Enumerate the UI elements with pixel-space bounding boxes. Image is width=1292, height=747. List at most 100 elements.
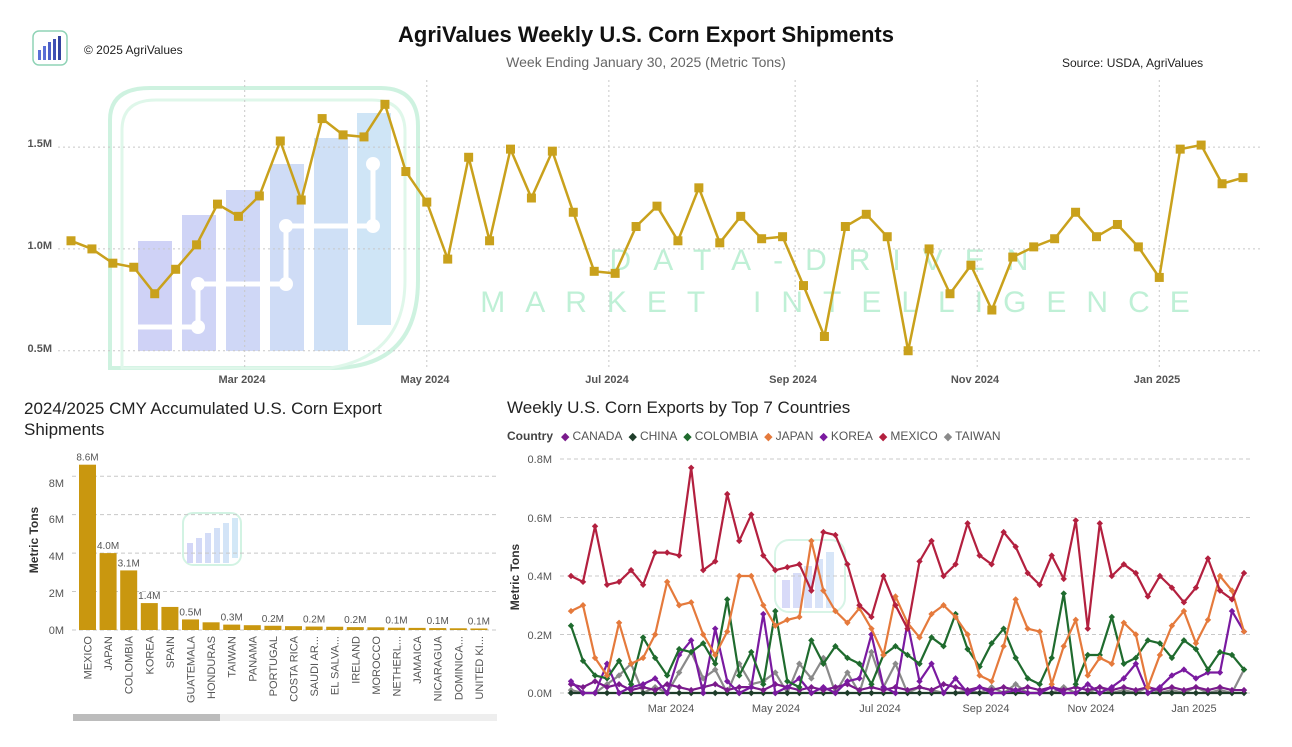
series-point-colombia-39	[1036, 681, 1043, 688]
main-point-10	[275, 136, 285, 146]
legend-label-korea: KOREA	[830, 429, 873, 443]
series-point-colombia-38	[1024, 675, 1031, 682]
main-point-3	[129, 262, 139, 272]
series-point-japan-38	[1024, 625, 1031, 632]
series-point-japan-37	[1012, 596, 1019, 603]
series-point-colombia-7	[651, 654, 659, 662]
series-point-japan-40	[1048, 681, 1055, 688]
main-point-52	[1154, 272, 1164, 282]
series-point-korea-52	[1192, 675, 1200, 682]
main-point-24	[568, 207, 578, 217]
weekly-shipments-chart[interactable]: DATA-DRIVEN MARKET INTELLIGENCE 0.5M 1.0…	[0, 80, 1292, 390]
series-point-china-9	[675, 689, 683, 697]
series-point-mexico-42	[1072, 517, 1079, 524]
main-point-16	[401, 167, 411, 177]
main-point-25	[589, 266, 599, 276]
bar-label-11: 0.2M	[303, 615, 325, 626]
bar-12	[326, 626, 344, 630]
series-point-taiwan-37	[1012, 681, 1019, 688]
legend-item-canada[interactable]: ◆ CANADA	[561, 429, 622, 443]
series-point-colombia-49	[1156, 640, 1164, 647]
series-point-mexico-18	[784, 564, 791, 571]
accumulated-bar-chart[interactable]: Metric Tons 8.6M MEXICO 4.0M JAPAN 3.1M COLOM…	[0, 445, 510, 725]
bar-category-10: COSTA RICA	[289, 635, 301, 701]
series-point-colombia-14	[736, 672, 743, 679]
series-point-japan-51	[1180, 607, 1188, 615]
bar-2	[120, 570, 138, 630]
legend-item-mexico[interactable]: ◆ MEXICO	[879, 429, 938, 443]
series-point-mexico-46	[1120, 561, 1128, 568]
series-point-japan-14	[736, 572, 743, 580]
legend-item-china[interactable]: ◆ CHINA	[628, 429, 677, 443]
legend-title: Country	[507, 429, 553, 443]
series-point-china-15	[748, 689, 755, 697]
bar-10	[285, 626, 302, 630]
main-point-54	[1196, 140, 1206, 150]
line-x-tick-jan-2025: Jan 2025	[1171, 703, 1216, 715]
main-point-1	[87, 244, 97, 254]
watermark-line1: DATA-DRIVEN	[610, 244, 1051, 277]
series-point-colombia-17	[772, 607, 779, 615]
series-point-japan-20	[808, 537, 815, 545]
main-point-53	[1175, 144, 1185, 154]
bar-label-13: 0.2M	[344, 615, 366, 626]
legend-label-japan: JAPAN	[775, 429, 814, 443]
bar-scrollbar-track[interactable]	[73, 714, 497, 721]
series-point-colombia-9	[675, 645, 683, 653]
series-point-canada-50	[1168, 683, 1176, 691]
series-point-mexico-48	[1144, 593, 1152, 600]
bar-15	[388, 627, 405, 630]
bar-18	[449, 628, 467, 630]
main-point-34	[778, 232, 788, 242]
series-point-mexico-12	[712, 558, 719, 565]
bar-y-tick-2m: 2M	[49, 588, 64, 600]
legend-item-korea[interactable]: ◆ KOREA	[819, 429, 872, 443]
series-point-canada-47	[1132, 686, 1140, 694]
series-point-mexico-13	[724, 490, 731, 498]
line-y-tick-0-2m: 0.2M	[528, 630, 552, 642]
legend-item-taiwan[interactable]: ◆ TAIWAN	[944, 429, 1001, 443]
series-point-japan-16	[760, 602, 767, 609]
series-point-mexico-31	[940, 572, 947, 580]
series-point-mexico-41	[1060, 575, 1067, 583]
bar-category-3: KOREA	[144, 635, 156, 674]
series-point-colombia-35	[988, 640, 995, 647]
top7-line-chart[interactable]: Metric Tons 0.0M 0.2M 0.4M 0.6M 0.8M Mar…	[500, 445, 1292, 725]
series-point-japan-18	[784, 616, 791, 624]
x-tick-jul-2024: Jul 2024	[585, 374, 629, 386]
series-point-japan-35	[988, 678, 995, 685]
series-point-taiwan-19	[796, 660, 803, 667]
main-series	[66, 99, 1248, 356]
main-point-37	[840, 222, 850, 232]
bar-scrollbar-thumb[interactable]	[73, 714, 220, 721]
bar-label-17: 0.1M	[427, 616, 449, 627]
legend-label-china: CHINA	[639, 429, 678, 443]
bar-label-1: 4.0M	[97, 541, 119, 552]
main-point-42	[945, 289, 955, 299]
series-point-mexico-28	[904, 625, 911, 632]
series-point-mexico-39	[1036, 581, 1043, 588]
series-point-mexico-9	[675, 552, 683, 559]
series-point-mexico-2	[591, 523, 599, 530]
legend: Country ◆ CANADA ◆ CHINA ◆ COLOMBIA ◆ JAPAN …	[507, 429, 1000, 443]
series-point-colombia-45	[1108, 613, 1116, 621]
series-point-canada-53	[1204, 686, 1212, 694]
series-point-japan-15	[748, 572, 755, 580]
series-point-japan-21	[820, 587, 827, 594]
main-point-6	[192, 240, 202, 250]
main-point-11	[296, 195, 306, 205]
series-point-colombia-56	[1240, 666, 1248, 673]
series-point-mexico-52	[1192, 584, 1200, 591]
series-point-korea-54	[1216, 669, 1224, 676]
bar-6	[202, 622, 220, 630]
legend-item-colombia[interactable]: ◆ COLOMBIA	[683, 429, 758, 443]
series-point-canada-38	[1024, 683, 1031, 691]
main-point-41	[924, 244, 934, 254]
legend-item-japan[interactable]: ◆ JAPAN	[764, 429, 813, 443]
series-point-mexico-33	[964, 520, 971, 527]
series-point-korea-35	[988, 689, 995, 697]
series-point-korea-43	[1084, 681, 1091, 688]
series-point-mexico-44	[1096, 520, 1103, 527]
series-point-mexico-14	[736, 537, 743, 545]
bar-category-5: GUATEMALA	[186, 635, 198, 703]
